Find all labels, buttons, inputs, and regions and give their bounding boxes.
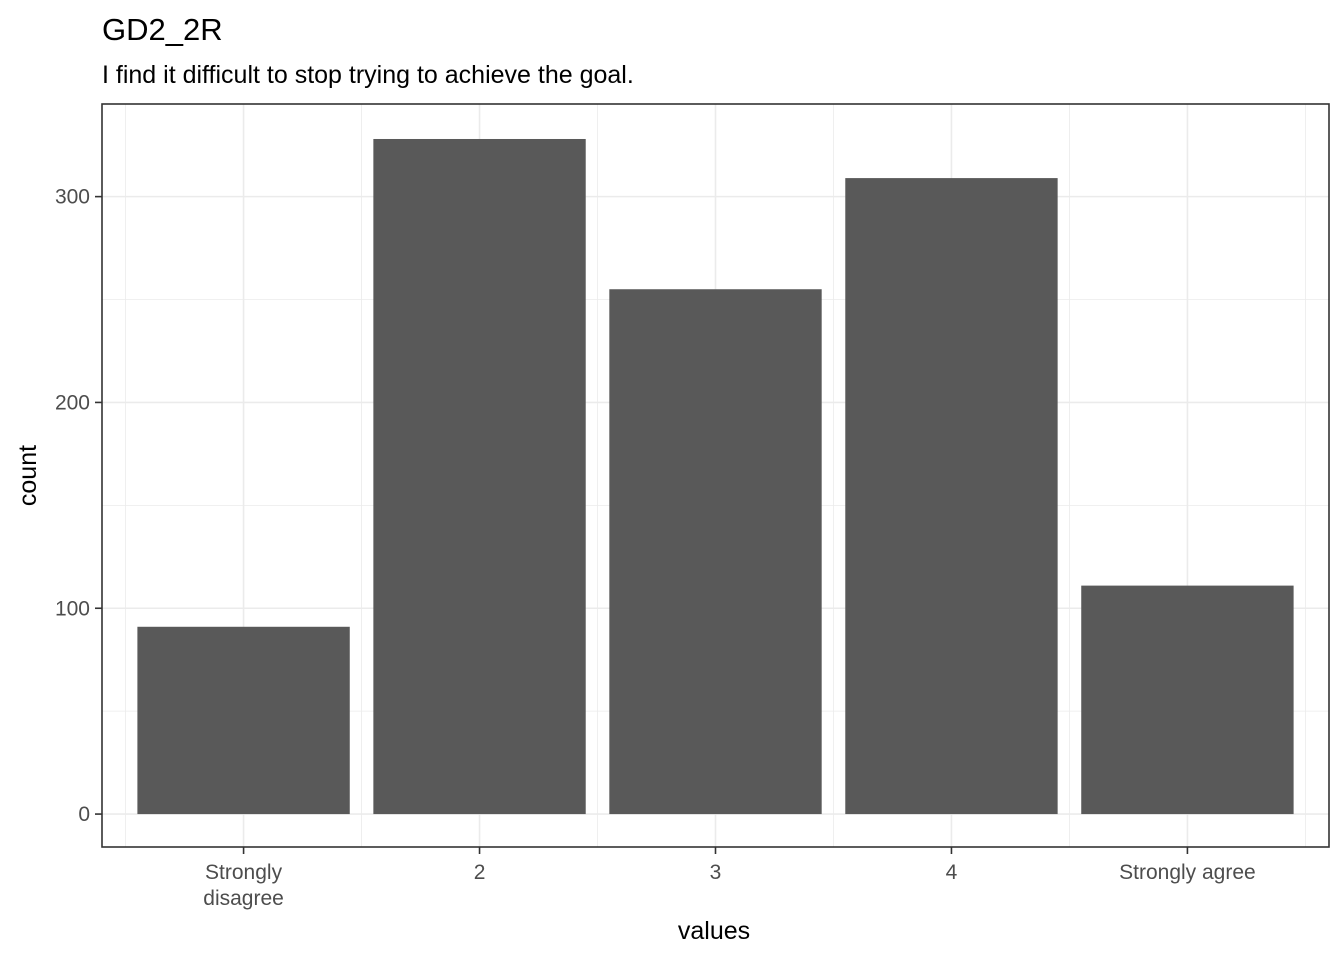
y-axis-title: count (14, 445, 42, 506)
bar (609, 289, 822, 815)
bars (137, 138, 1294, 815)
y-tick-label: 0 (78, 803, 90, 826)
x-tick-label: 2 (474, 861, 486, 884)
x-tick-label: 4 (946, 861, 958, 884)
chart-title: GD2_2R (102, 12, 223, 47)
x-tick-label: Strongly disagree (203, 861, 284, 910)
y-tick-label: 200 (55, 391, 90, 414)
y-axis: 0 100 200 300 (55, 186, 102, 826)
x-tick-label: Strongly agree (1119, 861, 1256, 884)
bar (845, 178, 1058, 815)
x-axis: Strongly disagree 2 3 4 Strongly agree (203, 847, 1256, 910)
bar (137, 626, 350, 815)
bar (1081, 585, 1294, 815)
chart-subtitle: I find it difficult to stop trying to ac… (102, 61, 634, 89)
x-axis-title: values (678, 917, 750, 945)
bar (373, 138, 586, 815)
x-tick-label: 3 (710, 861, 722, 884)
y-tick-label: 300 (55, 186, 90, 209)
y-tick-label: 100 (55, 597, 90, 620)
